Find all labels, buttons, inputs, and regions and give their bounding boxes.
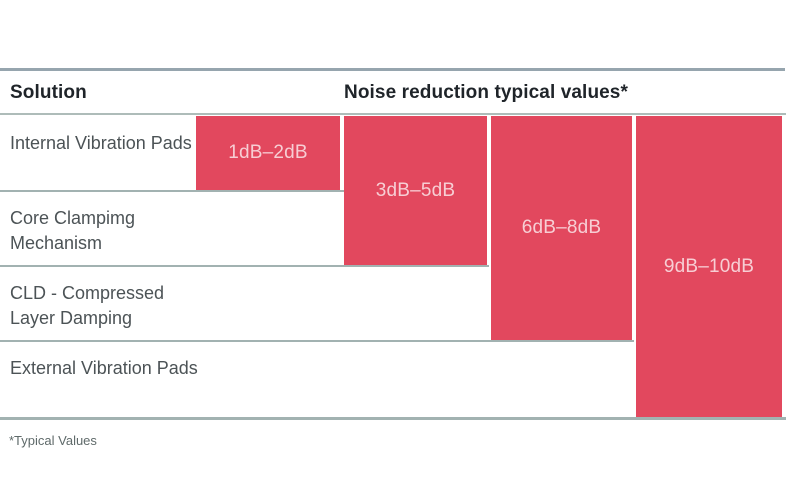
header-underline [0, 113, 786, 115]
top-border-line [0, 68, 785, 71]
value-bar-label: 3dB–5dB [375, 179, 456, 201]
column-header-solution: Solution [10, 82, 87, 103]
value-bar-label: 6dB–8dB [521, 217, 602, 238]
row-separator-1 [0, 190, 344, 192]
row-label-internal-vibration-pads: Internal Vibration Pads [10, 133, 192, 153]
footnote-typical-values: *Typical Values [9, 433, 97, 448]
row-label-cld-compressed-layer-damping: CLD - Compressed Layer Damping [10, 283, 165, 328]
bottom-border-line [0, 417, 786, 420]
row-separator-2 [0, 265, 489, 267]
row-label-external-vibration-pads: External Vibration Pads [10, 358, 198, 378]
row-separator-3 [0, 340, 634, 342]
value-bar-6db-8db: 6dB–8dB [491, 116, 632, 340]
column-header-values: Noise reduction typical values* [344, 82, 628, 103]
value-bar-1db-2db: 1dB–2dB [196, 116, 340, 190]
value-bar-label: 9dB–10dB [663, 255, 755, 277]
value-bar-9db-10db: 9dB–10dB [636, 116, 782, 417]
value-bar-label: 1dB–2dB [228, 142, 308, 163]
row-label-core-clamping-mechanism: Core Clampimg Mechanism [10, 208, 136, 253]
value-bar-3db-5db: 3dB–5dB [344, 116, 487, 265]
